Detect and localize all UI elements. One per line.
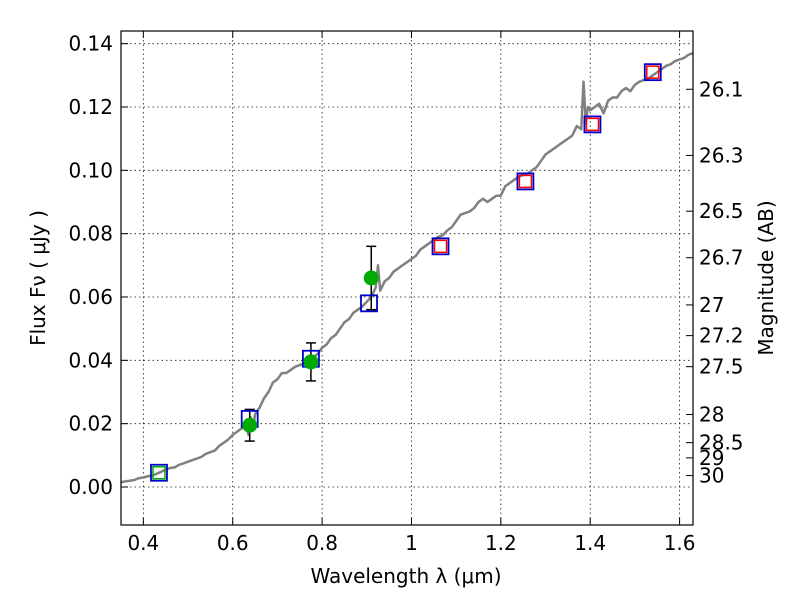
y-tick-label: 0.14 [68,32,113,56]
x-axis-label: Wavelength λ (μm) [310,564,501,588]
y-tick-label: 0.12 [68,95,113,119]
observed-flux-square [646,65,660,79]
observed-flux-square [152,466,166,480]
observed-flux-square [433,239,448,254]
observed-flux-square [518,174,533,189]
magnitude-tick-label: 27 [699,293,724,317]
magnitude-tick-label: 26.3 [699,143,744,167]
model-flux-square [431,237,450,256]
grid-layer [121,31,693,525]
x-tick-label: 1 [405,531,418,555]
magnitude-tick-label: 29 [699,446,724,470]
marker-layer [150,63,662,482]
y-axis-label: Flux Fν ( μJy ) [26,210,50,346]
x-tick-label: 0.4 [127,531,159,555]
magnitude-tick-label: 27.2 [699,324,744,348]
magnitude-tick-label: 26.1 [699,77,744,101]
x-tick-label: 0.6 [217,531,249,555]
plot-frame [120,30,694,526]
observed-flux-circle [303,354,319,370]
model-flux-square [150,463,168,482]
observed-flux-circle [363,270,379,286]
magnitude-tick-label: 26.7 [699,246,744,270]
magnitude-tick-label: 28.5 [699,431,744,455]
observed-flux-square [585,117,600,132]
y-tick-label: 0.10 [68,158,113,182]
model-flux-square [583,115,602,134]
magnitude-tick-label: 27.5 [699,355,744,379]
x-tick-label: 0.8 [306,531,338,555]
magnitude-tick-label: 30 [699,464,724,488]
spectrum-layer [121,52,693,484]
y-tick-label: 0.06 [68,285,113,309]
observed-flux-circle [242,417,258,433]
magnitude-axis-label: Magnitude (AB) [754,200,778,355]
x-tick-label: 1.4 [574,531,606,555]
model-flux-square [643,63,662,82]
model-flux-square [360,294,378,313]
y-tick-label: 0.08 [68,222,113,246]
magnitude-tick-label: 28 [699,402,724,426]
x-tick-label: 1.2 [485,531,517,555]
spectrum-line [121,52,693,484]
model-flux-square [516,172,535,191]
y-tick-label: 0.00 [68,475,113,499]
magnitude-tick-label: 26.5 [699,199,744,223]
x-tick-label: 1.6 [664,531,696,555]
tick-layer: 0.4 0.6 0.8 1 1.2 1.4 1.6 0.00 0.02 0.04 0.06 0.08 0… [68,31,744,555]
y-tick-label: 0.02 [68,412,113,436]
y-tick-label: 0.04 [68,348,113,372]
